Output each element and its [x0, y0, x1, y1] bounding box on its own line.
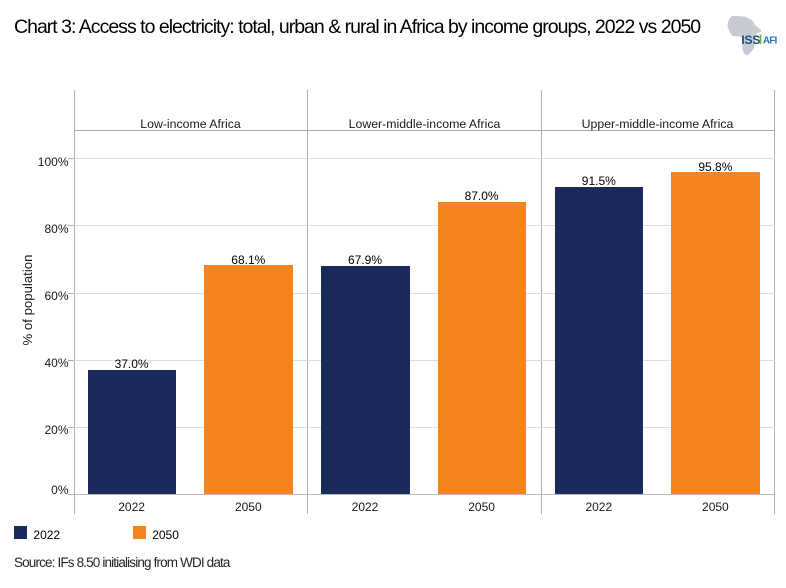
svg-text:ISS: ISS [741, 33, 760, 47]
svg-text:AFI: AFI [763, 36, 778, 47]
